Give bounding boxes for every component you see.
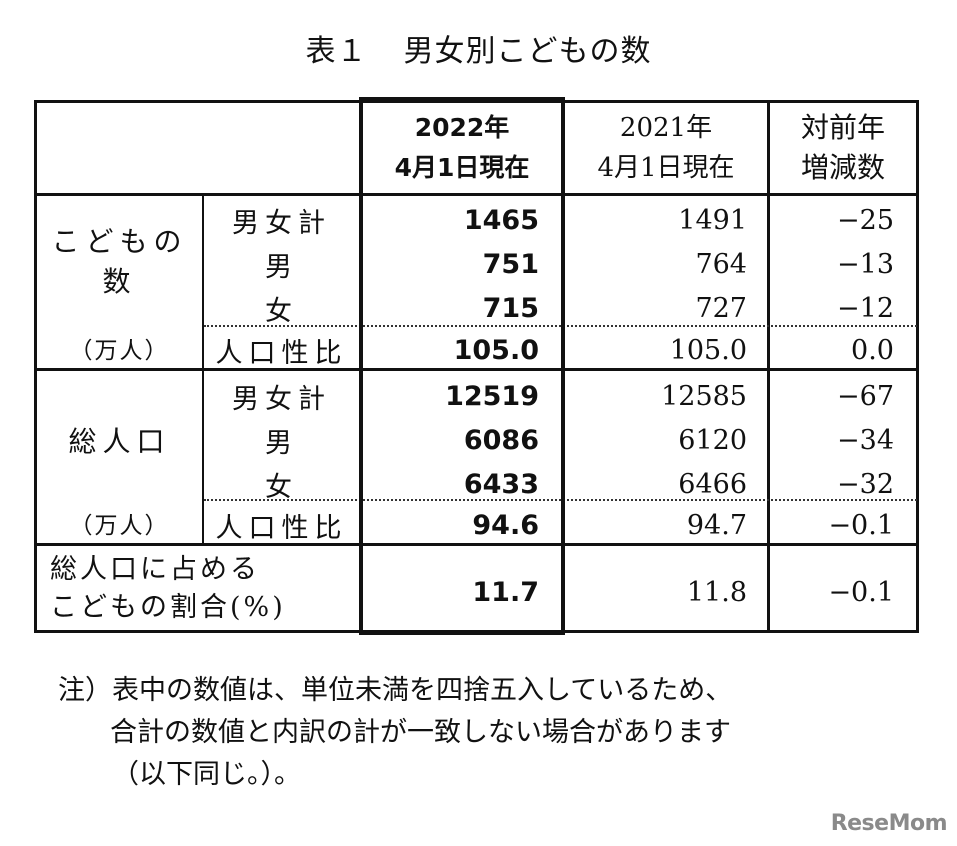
row-label: 人口性比 <box>215 512 348 544</box>
header-2022-date: 4月1日現在 <box>394 153 530 182</box>
value-2022: 12519 <box>445 380 539 412</box>
ratio-value-2022: 11.7 <box>472 576 539 608</box>
unit-label-children: （万人） <box>69 338 170 364</box>
section2-divider <box>34 543 919 546</box>
footnote-line2: 合計の数値と内訳の計が一致しない場合があります <box>110 717 731 748</box>
row-label: 女 <box>265 471 298 503</box>
row-label: 女 <box>265 295 298 327</box>
row-label: 男 <box>265 427 298 459</box>
header-divider <box>34 193 919 196</box>
row-label: 男 <box>265 251 298 283</box>
value-2021: 727 <box>695 292 747 324</box>
value-2021: 1491 <box>678 204 747 236</box>
value-change: −0.1 <box>828 509 894 541</box>
value-2021: 105.0 <box>669 334 747 366</box>
header-2021: 2021年 4月1日現在 <box>565 104 767 192</box>
table-title-text: 男女別こどもの数 <box>403 34 652 69</box>
label-col-divider <box>202 193 204 545</box>
header-2022: 2022年 4月1日現在 <box>363 104 561 192</box>
footnote-line3: （以下同じ。）。 <box>112 759 301 790</box>
ratio-row-label: 総人口に占める こどもの割合(%) <box>50 554 286 623</box>
value-change: −12 <box>837 292 894 324</box>
value-2022: 751 <box>482 248 539 280</box>
value-change: −67 <box>837 380 894 412</box>
value-2022: 715 <box>482 292 539 324</box>
row-label: 男女計 <box>232 207 331 239</box>
header-change: 対前年 増減数 <box>770 104 916 192</box>
table-title: 表１ 男女別こどもの数 <box>0 26 957 70</box>
value-2022: 1465 <box>463 204 539 236</box>
group-label-total-population: 総人口 <box>68 425 171 458</box>
header-change-line2: 増減数 <box>800 151 885 184</box>
unit-label-total-population: （万人） <box>69 513 170 539</box>
header-2021-year: 2021年 <box>619 113 713 143</box>
ratio-value-change: −0.1 <box>828 576 894 608</box>
ratio-dotted-divider-2 <box>204 499 917 501</box>
value-change: −13 <box>837 248 894 280</box>
value-2021: 6120 <box>678 424 747 456</box>
value-change: −32 <box>837 468 894 500</box>
group-label-children: こどもの 数 <box>51 225 188 298</box>
footnote-line1: 注）表中の数値は、単位未満を四捨五入しているため、 <box>58 675 733 706</box>
row-label: 人口性比 <box>215 337 348 369</box>
value-2021: 12585 <box>661 380 747 412</box>
value-change: −25 <box>837 204 894 236</box>
value-change: −34 <box>837 424 894 456</box>
value-2021: 94.7 <box>686 509 747 541</box>
highlight-2022-column <box>359 97 565 635</box>
value-2022: 6433 <box>463 468 539 500</box>
value-2022: 105.0 <box>453 334 539 366</box>
header-change-line1: 対前年 <box>800 111 885 144</box>
ratio-dotted-divider-1 <box>204 325 917 327</box>
ratio-value-2021: 11.8 <box>686 576 747 608</box>
value-2021: 764 <box>695 248 747 280</box>
resemom-logo: ReseMom <box>830 811 948 836</box>
row-label: 男女計 <box>232 383 331 415</box>
section1-divider <box>34 368 919 371</box>
table-number: 表１ <box>305 34 368 69</box>
value-change: 0.0 <box>851 334 894 366</box>
value-2021: 6466 <box>678 468 747 500</box>
header-2022-year: 2022年 <box>414 113 510 142</box>
value-2022: 94.6 <box>472 509 539 541</box>
change-col-divider <box>767 100 770 633</box>
header-2021-date: 4月1日現在 <box>597 153 735 183</box>
value-2022: 6086 <box>463 424 539 456</box>
